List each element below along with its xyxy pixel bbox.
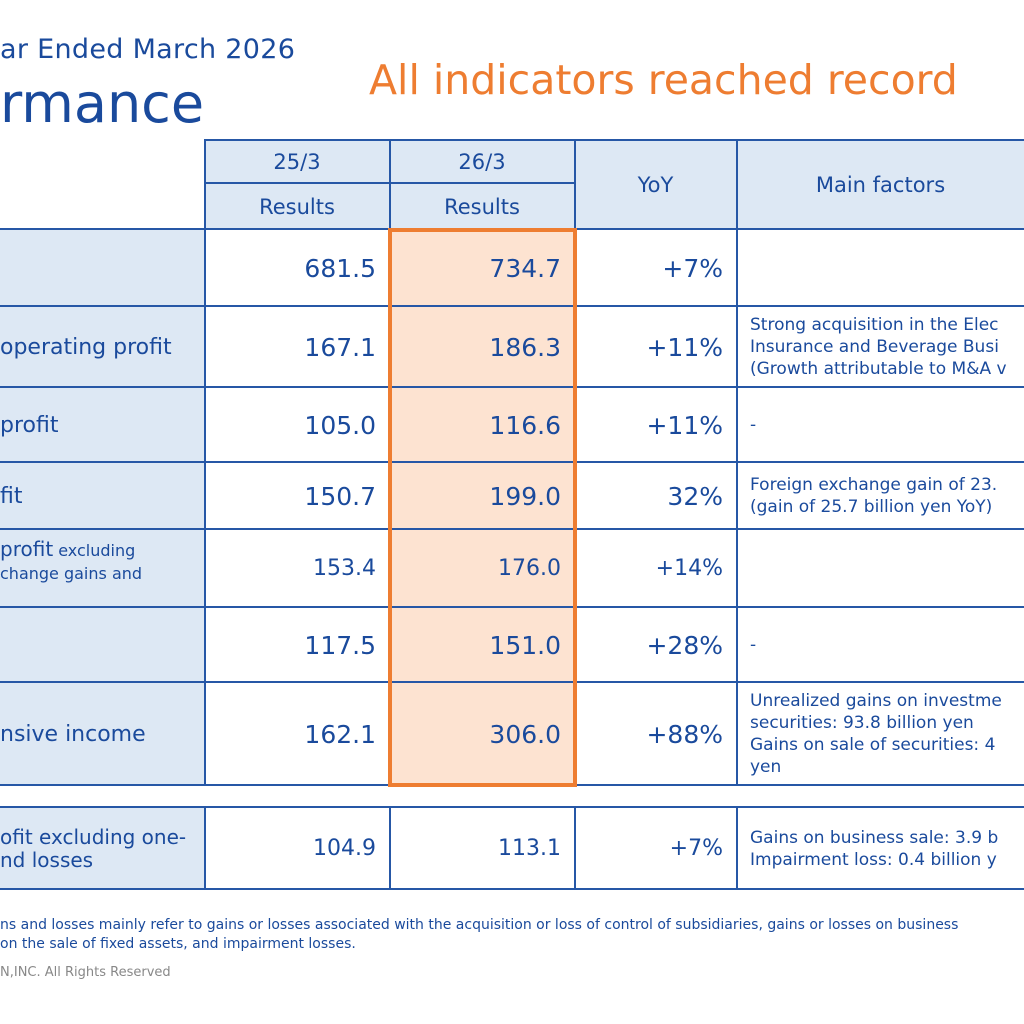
headline: All indicators reached record [369,56,958,104]
copyright: N,INC. All Rights Reserved [0,965,171,980]
value-yoy: +7% [669,836,723,861]
factor-line: Unrealized gains on investme [750,691,1002,711]
main-factors-cell: Gains on business sale: 3.9 b Impairment… [737,808,1024,889]
header-main-factors: Main factors [737,141,1024,229]
header-col2-period: 26/3 [390,141,574,183]
header-yoy: YoY [575,141,736,229]
main-factors-cell [737,530,1024,607]
value-26-3: 176.0 [390,530,575,607]
value-25-3: 162.1 [304,719,376,749]
value-26-3: 186.3 [390,307,575,387]
value-25-3: 117.5 [304,630,376,660]
table-border [389,806,391,890]
factor-line: Foreign exchange gain of 23. [750,475,998,495]
factor-line: Strong acquisition in the Elec [750,315,999,335]
header-col1-period: 25/3 [205,141,389,183]
table-border [0,386,1024,388]
factor-line: yen [750,757,782,777]
factor-line: Impairment loss: 0.4 billion y [750,849,997,870]
row-label-small: excluding [53,541,136,560]
value-yoy: +14% [655,556,723,581]
main-factors-cell [737,230,1024,306]
table-border [0,606,1024,608]
row-label-main: profit [0,537,54,561]
value-yoy: +11% [646,332,723,362]
value-yoy: +11% [646,410,723,440]
main-factors-cell: Foreign exchange gain of 23. (gain of 25… [737,463,1024,529]
value-yoy: +28% [646,630,723,660]
factor-line: (Growth attributable to M&A v [750,359,1007,379]
table-border [204,139,206,786]
table-border [736,806,738,890]
value-26-3: 734.7 [390,230,575,306]
factor-line: Gains on business sale: 3.9 b [750,827,999,848]
row-label: profit [0,388,205,462]
main-factors-cell: Unrealized gains on investme securities:… [737,683,1024,785]
value-yoy: 32% [667,481,723,511]
row-label [0,230,205,306]
value-26-3: 113.1 [498,836,561,861]
main-factors-cell: - [737,388,1024,462]
table-border [574,806,576,890]
value-25-3: 104.9 [313,836,376,861]
header-col2-sub: Results [390,184,574,229]
footnote-line: ns and losses mainly refer to gains or l… [0,917,959,933]
value-26-3: 199.0 [390,463,575,529]
value-25-3: 167.1 [304,332,376,362]
value-26-3: 116.6 [390,388,575,462]
factor-line: securities: 93.8 billion yen [750,713,974,733]
header-col1-sub: Results [205,184,389,229]
main-factors-cell: Strong acquisition in the Elec Insurance… [737,307,1024,387]
row-label [0,608,205,682]
table-border [0,461,1024,463]
value-26-3: 306.0 [390,683,575,785]
row-label: nsive income [0,683,205,785]
table-border [736,139,738,786]
factor-line: (gain of 25.7 billion yen YoY) [750,497,993,517]
table-border [0,528,1024,530]
page-subtitle: ar Ended March 2026 [0,34,296,65]
table-border [0,806,1024,808]
factor-line: - [750,635,757,655]
table-border [0,305,1024,307]
table-border [0,888,1024,890]
factor-line: - [750,415,757,435]
factor-line: Insurance and Beverage Busi [750,337,999,357]
row-label: ofit excluding one- nd losses [0,808,205,889]
footnote-line: on the sale of fixed assets, and impairm… [0,936,356,952]
row-label-small: change gains and [0,564,143,583]
row-label: operating profit [0,307,205,387]
row-label-line: ofit excluding one- [0,824,187,849]
value-26-3: 151.0 [390,608,575,682]
table-border [204,806,206,890]
table-border [204,139,1024,141]
value-25-3: 150.7 [304,481,376,511]
value-25-3: 105.0 [304,410,376,440]
row-label-line: nd losses [0,847,94,872]
value-25-3: 153.4 [313,556,376,581]
value-yoy: +7% [662,253,723,283]
page-title: rmance [0,72,205,135]
table-border [0,681,1024,683]
factor-line: Gains on sale of securities: 4 [750,735,996,755]
row-label: fit [0,463,205,529]
main-factors-cell: - [737,608,1024,682]
value-25-3: 681.5 [304,253,376,283]
value-yoy: +88% [646,719,723,749]
highlight-frame [388,228,577,787]
row-label: profit excluding change gains and [0,530,205,607]
